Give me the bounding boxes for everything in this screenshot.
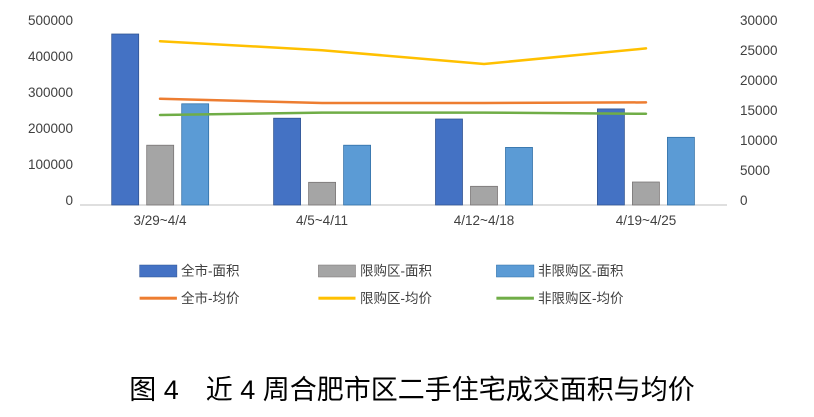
svg-text:300000: 300000 xyxy=(28,85,73,100)
svg-text:25000: 25000 xyxy=(740,43,778,58)
svg-text:非限购区-均价: 非限购区-均价 xyxy=(538,291,624,306)
svg-text:10000: 10000 xyxy=(740,133,778,148)
svg-text:15000: 15000 xyxy=(740,103,778,118)
svg-text:图 4 近 4 周合肥市区二手住宅成交面积与均价: 图 4 近 4 周合肥市区二手住宅成交面积与均价 xyxy=(129,375,695,405)
svg-text:4/12~4/18: 4/12~4/18 xyxy=(454,213,514,228)
svg-text:0: 0 xyxy=(65,193,73,208)
svg-text:全市-面积: 全市-面积 xyxy=(181,263,240,279)
svg-text:30000: 30000 xyxy=(740,13,778,28)
svg-text:限购区-均价: 限购区-均价 xyxy=(360,291,432,306)
svg-text:3/29~4/4: 3/29~4/4 xyxy=(134,213,187,228)
svg-text:200000: 200000 xyxy=(28,121,73,136)
svg-text:限购区-面积: 限购区-面积 xyxy=(360,264,432,279)
svg-text:全市-均价: 全市-均价 xyxy=(181,290,240,306)
svg-text:5000: 5000 xyxy=(740,163,770,178)
svg-text:4/5~4/11: 4/5~4/11 xyxy=(296,213,348,228)
svg-text:非限购区-面积: 非限购区-面积 xyxy=(538,264,624,279)
svg-text:400000: 400000 xyxy=(28,49,73,64)
svg-text:20000: 20000 xyxy=(740,73,778,88)
svg-text:100000: 100000 xyxy=(28,157,73,172)
svg-text:4/19~4/25: 4/19~4/25 xyxy=(616,213,676,228)
svg-text:0: 0 xyxy=(740,193,748,208)
svg-text:500000: 500000 xyxy=(28,13,73,28)
